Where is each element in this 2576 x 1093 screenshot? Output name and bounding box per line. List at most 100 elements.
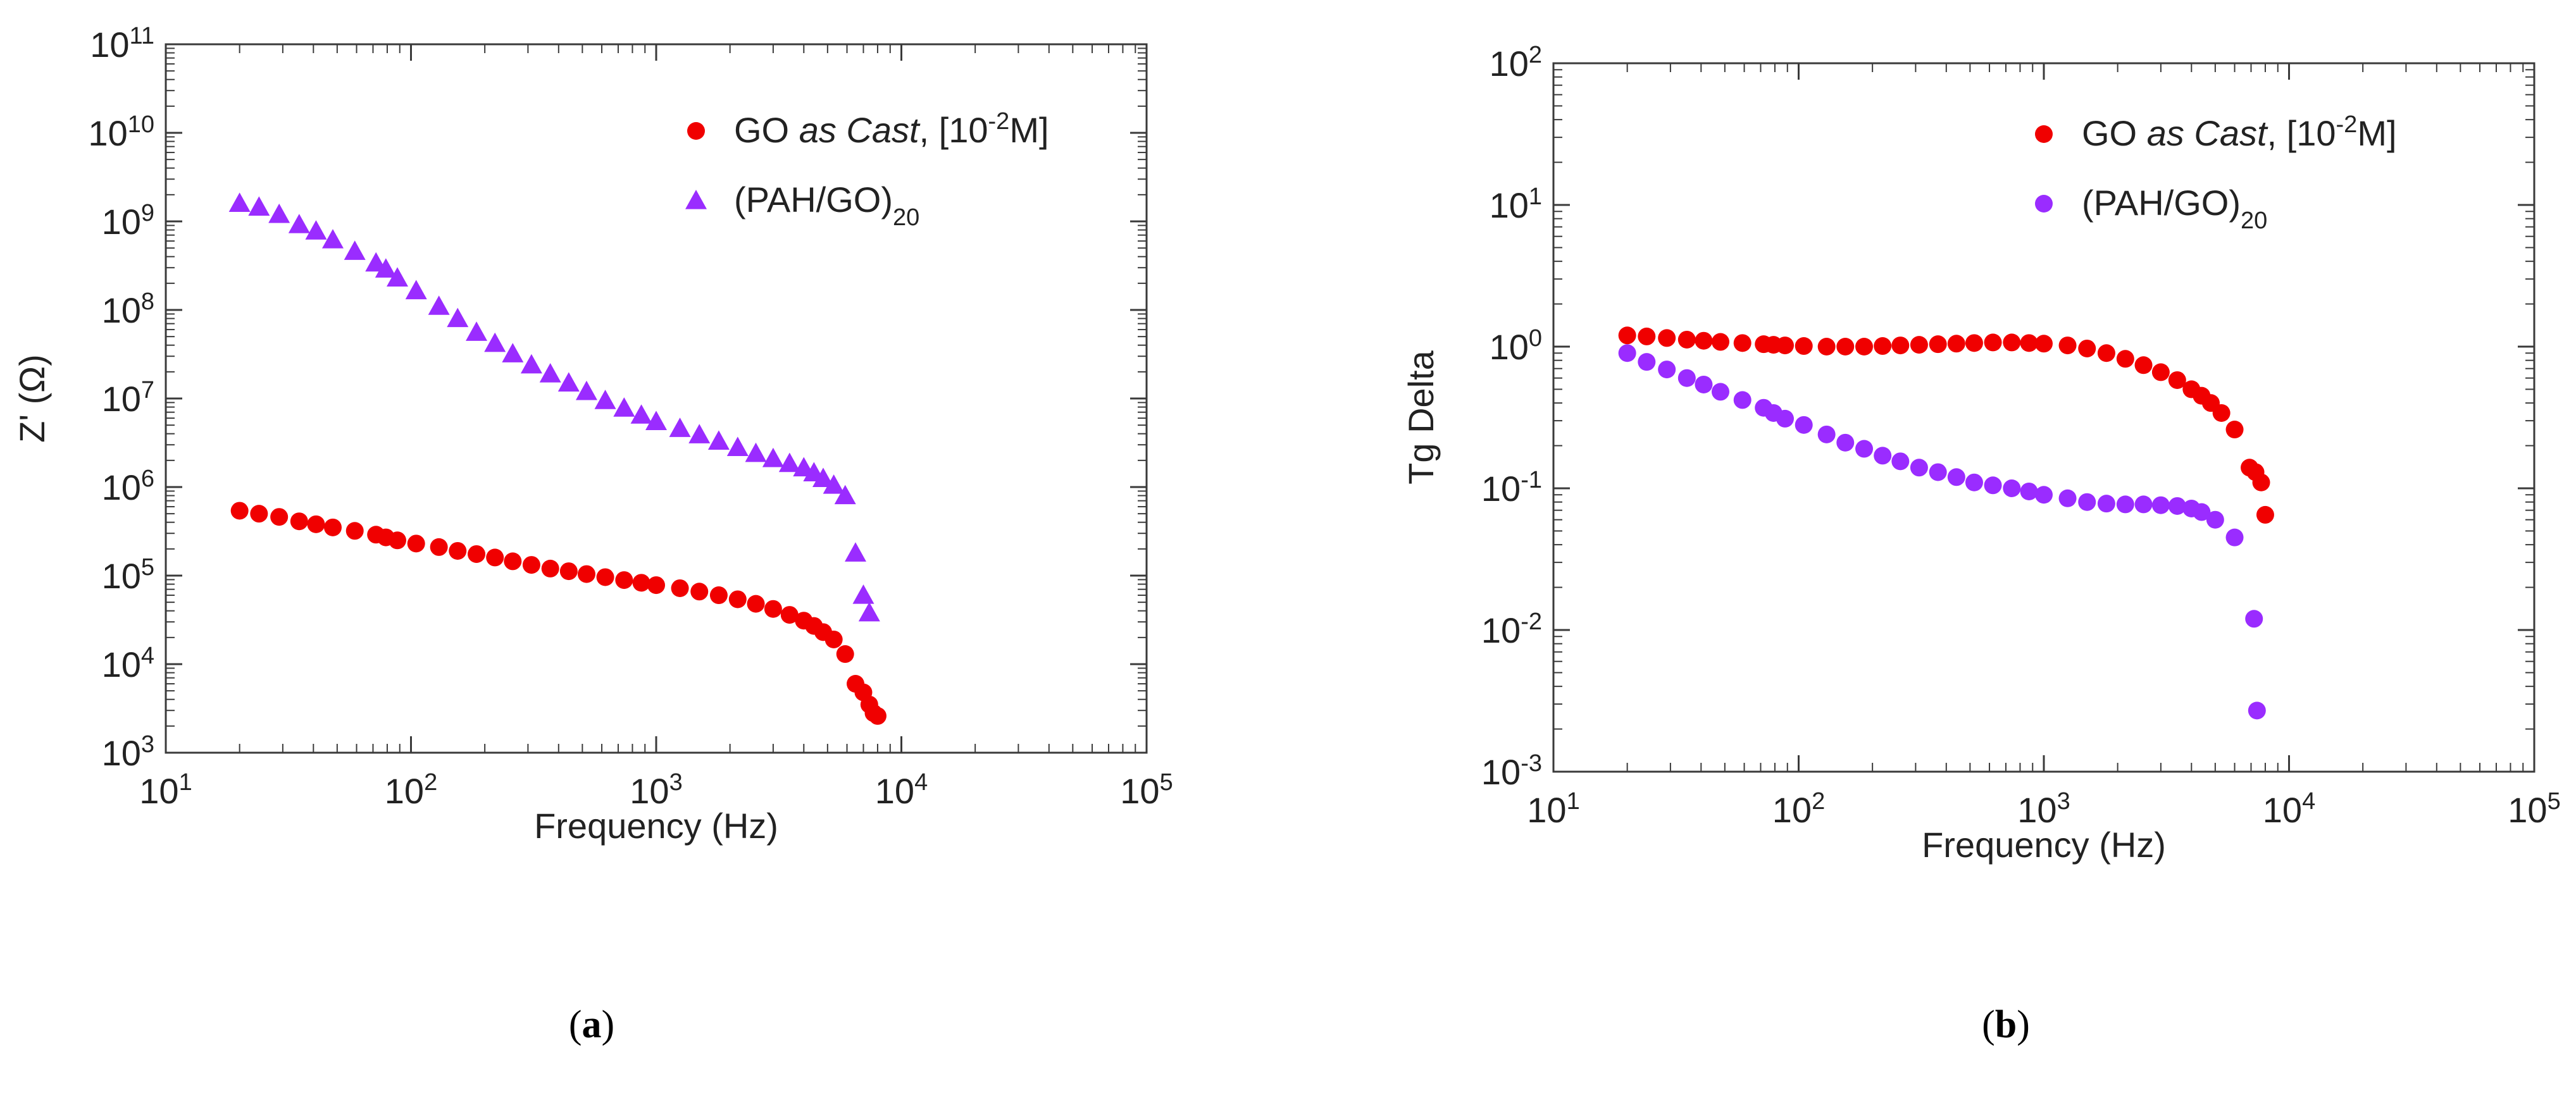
data-point-red bbox=[1733, 334, 1752, 352]
x-axis-title: Frequency (Hz) bbox=[534, 806, 778, 846]
data-point-red bbox=[2212, 404, 2231, 422]
data-point-purple bbox=[2003, 479, 2021, 497]
y-tick-label: 102 bbox=[1490, 42, 1542, 83]
data-point-purple bbox=[1776, 409, 1794, 428]
data-point-purple bbox=[845, 542, 867, 562]
data-point-purple bbox=[2035, 486, 2053, 504]
data-point-red bbox=[1795, 337, 1813, 355]
data-point-purple bbox=[688, 424, 711, 443]
data-point-red bbox=[307, 515, 325, 533]
data-point-purple bbox=[1677, 369, 1696, 387]
data-point-purple bbox=[1695, 375, 1713, 393]
data-point-red bbox=[780, 606, 799, 624]
data-point-purple bbox=[386, 267, 408, 287]
data-point-purple bbox=[2206, 510, 2224, 529]
data-point-purple bbox=[1733, 391, 1752, 409]
data-point-purple bbox=[2116, 495, 2134, 514]
panel-b-chart: 101 102 103 104 105 10-3 10-2 10-1 100 101 102 Freq… bbox=[1401, 42, 2561, 1046]
x-tick-label: 101 bbox=[139, 769, 192, 811]
data-point-purple bbox=[778, 452, 800, 472]
y-tick-label: 100 bbox=[1490, 325, 1542, 367]
data-point-red bbox=[1874, 337, 1892, 355]
data-point-purple bbox=[466, 321, 488, 341]
data-point-purple bbox=[557, 372, 580, 392]
data-point-purple bbox=[2151, 496, 2170, 514]
y-axis-title: Tg Delta bbox=[1401, 350, 1441, 484]
legend-label: (PAH/GO)20 bbox=[2082, 183, 2267, 234]
data-point-purple bbox=[645, 411, 667, 430]
data-point-purple bbox=[321, 229, 344, 249]
data-point-purple bbox=[630, 404, 652, 424]
data-point-red bbox=[2151, 363, 2170, 381]
legend-marker-red bbox=[2035, 125, 2053, 143]
data-point-red bbox=[388, 531, 406, 550]
data-point-purple bbox=[2248, 701, 2266, 720]
data-point-purple bbox=[248, 196, 270, 216]
y-tick-label: 107 bbox=[102, 377, 154, 419]
data-point-red bbox=[824, 630, 843, 648]
data-point-red bbox=[764, 600, 782, 618]
panel-a-chart: 101 102 103 104 105 103 104 105 106 107 108 109 1010… bbox=[12, 23, 1173, 1046]
data-point-purple bbox=[2225, 528, 2244, 546]
data-point-purple bbox=[1929, 463, 1947, 481]
data-point-purple bbox=[2097, 495, 2115, 513]
x-tick-label: 102 bbox=[385, 769, 437, 811]
data-point-red bbox=[1776, 337, 1794, 355]
y-tick-label: 106 bbox=[102, 466, 154, 507]
y-tick-label: 10-1 bbox=[1481, 467, 1542, 509]
data-point-red bbox=[1658, 329, 1676, 347]
data-point-red bbox=[290, 512, 308, 531]
plot-frame bbox=[165, 43, 1148, 754]
plot-frame bbox=[1552, 62, 2536, 773]
data-point-red bbox=[2252, 473, 2270, 491]
legend-label: GO as Cast, [10-2M] bbox=[734, 108, 1049, 150]
data-point-purple bbox=[375, 258, 397, 278]
data-point-red bbox=[1929, 335, 1947, 354]
data-point-red bbox=[2020, 334, 2038, 352]
data-point-purple bbox=[1711, 383, 1729, 401]
y-tick-label: 1010 bbox=[88, 111, 154, 153]
y-tick-label: 105 bbox=[102, 554, 154, 596]
data-point-purple bbox=[1817, 425, 1836, 443]
data-point-purple bbox=[1947, 468, 1965, 486]
data-point-red bbox=[1984, 333, 2002, 352]
data-point-purple bbox=[288, 214, 310, 233]
data-point-purple bbox=[1910, 459, 1928, 477]
data-point-red bbox=[270, 508, 289, 526]
data-point-red bbox=[747, 595, 765, 613]
data-point-red bbox=[430, 538, 448, 556]
data-point-red bbox=[596, 568, 614, 586]
data-point-purple bbox=[2134, 495, 2153, 514]
data-point-red bbox=[2058, 337, 2077, 355]
y-tick-label: 104 bbox=[102, 643, 154, 684]
data-point-purple bbox=[2058, 489, 2077, 507]
data-point-red bbox=[345, 522, 364, 540]
data-point-purple bbox=[852, 584, 874, 604]
data-point-red bbox=[2225, 421, 2244, 439]
data-point-purple bbox=[745, 442, 767, 462]
y-tick-label: 1011 bbox=[90, 23, 154, 65]
data-point-purple bbox=[502, 343, 524, 362]
legend-label: (PAH/GO)20 bbox=[734, 180, 919, 231]
data-point-purple bbox=[1855, 440, 1874, 458]
data-point-red bbox=[1965, 334, 1983, 352]
data-point-red bbox=[2134, 356, 2153, 374]
data-point-purple bbox=[823, 474, 845, 494]
data-point-purple bbox=[834, 485, 856, 505]
data-point-purple bbox=[2168, 497, 2186, 515]
data-point-red bbox=[615, 571, 633, 590]
data-point-red bbox=[486, 548, 504, 567]
legend-marker-purple bbox=[2035, 195, 2053, 213]
data-point-purple bbox=[447, 307, 469, 328]
data-point-red bbox=[1695, 331, 1713, 350]
data-point-purple bbox=[2020, 482, 2038, 500]
data-point-purple bbox=[1638, 353, 1656, 371]
data-point-purple bbox=[344, 240, 366, 260]
y-tick-label: 108 bbox=[102, 288, 154, 330]
data-point-red bbox=[868, 707, 887, 725]
data-point-red bbox=[1618, 326, 1636, 345]
data-point-purple bbox=[1984, 476, 2002, 495]
data-point-purple bbox=[726, 436, 749, 456]
x-tick-label: 105 bbox=[2508, 788, 2560, 830]
data-point-red bbox=[1817, 338, 1836, 355]
